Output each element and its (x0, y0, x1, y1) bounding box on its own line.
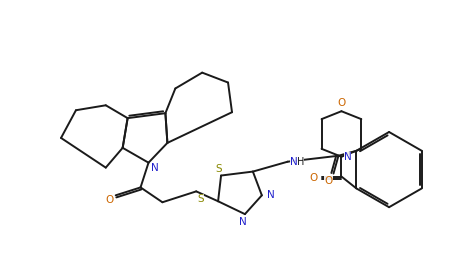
Text: S: S (216, 164, 222, 174)
Text: N: N (344, 152, 351, 162)
Text: N: N (267, 190, 275, 200)
Text: O: O (310, 172, 318, 182)
Text: N: N (150, 163, 158, 173)
Text: O: O (106, 195, 114, 205)
Text: H: H (297, 157, 304, 167)
Text: O: O (325, 176, 333, 186)
Text: O: O (337, 98, 346, 108)
Text: N: N (290, 157, 297, 167)
Text: N: N (239, 217, 247, 227)
Text: S: S (197, 194, 204, 204)
